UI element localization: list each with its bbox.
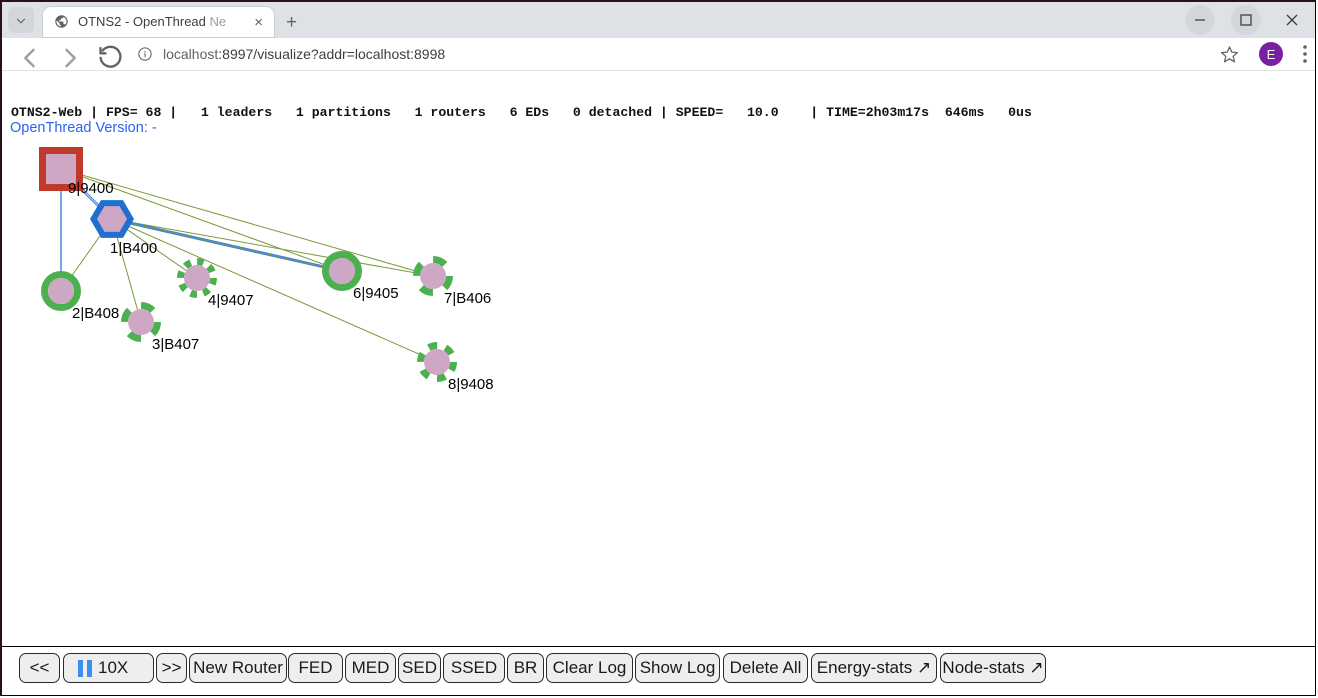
svg-text:4|9407: 4|9407: [208, 292, 254, 309]
svg-text:2|B408: 2|B408: [72, 305, 119, 322]
svg-text:7|B406: 7|B406: [444, 290, 491, 307]
svg-text:1|B400: 1|B400: [110, 240, 157, 257]
svg-text:8|9408: 8|9408: [448, 376, 494, 393]
svg-text:3|B407: 3|B407: [152, 336, 199, 353]
svg-text:6|9405: 6|9405: [353, 285, 399, 302]
svg-text:9|9400: 9|9400: [68, 180, 114, 197]
